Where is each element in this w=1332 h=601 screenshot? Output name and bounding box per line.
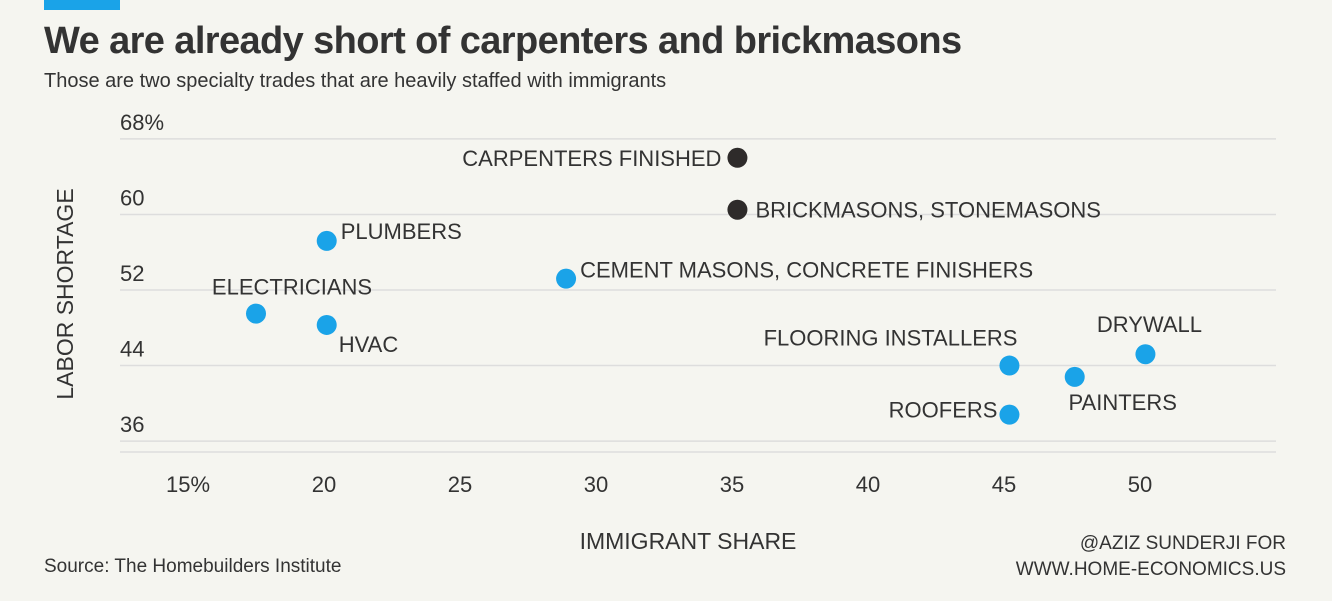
x-tick-label-35: 35: [720, 472, 744, 497]
y-tick-label-44: 44: [120, 337, 144, 362]
credit: @AZIZ SUNDERJI FOR WWW.HOME-ECONOMICS.US: [1016, 531, 1286, 583]
point-plumbers: [316, 230, 337, 251]
point-label-roofers: ROOFERS: [889, 398, 998, 423]
label-bg-carpenters-finished: [454, 145, 750, 171]
x-tick-label-40: 40: [856, 472, 880, 497]
point-carpenters-finished: [727, 147, 748, 168]
point-painters: [1064, 366, 1085, 387]
point-roofers: [999, 404, 1020, 425]
point-label-drywall: DRYWALL: [1097, 312, 1202, 337]
point-label-plumbers: PLUMBERS: [341, 219, 462, 244]
point-label-hvac: HVAC: [339, 332, 399, 357]
y-axis-title: LABOR SHORTAGE: [52, 188, 78, 399]
chart-subtitle: Those are two specialty trades that are …: [44, 70, 667, 92]
x-axis-title: IMMIGRANT SHARE: [580, 528, 797, 554]
point-label-carpenters-finished: CARPENTERS FINISHED: [462, 146, 721, 171]
point-label-painters: PAINTERS: [1069, 390, 1177, 415]
point-flooring-installers: [999, 355, 1020, 376]
credit-line-2: WWW.HOME-ECONOMICS.US: [1015, 559, 1286, 580]
point-label-cement-masons-concrete-finishers: CEMENT MASONS, CONCRETE FINISHERS: [580, 258, 1033, 283]
credit-line-1: @AZIZ SUNDERJI FOR: [1079, 533, 1286, 554]
source-note: Source: The Homebuilders Institute: [44, 556, 342, 577]
x-tick-label-15: 15%: [166, 472, 210, 497]
point-label-electricians: ELECTRICIANS: [212, 275, 372, 300]
point-electricians: [246, 303, 266, 324]
point-hvac: [316, 314, 337, 335]
point-label-flooring-installers: FLOORING INSTALLERS: [764, 326, 1018, 351]
point-brickmasons-stonemasons: [727, 199, 748, 220]
y-tick-label-68: 68%: [120, 110, 164, 135]
x-tick-label-20: 20: [312, 472, 336, 497]
point-cement-masons-concrete-finishers: [556, 268, 577, 289]
y-tick-label-36: 36: [120, 412, 144, 437]
x-tick-label-25: 25: [448, 472, 472, 497]
accent-bar: [44, 0, 120, 10]
chart-title: We are already short of carpenters and b…: [44, 20, 962, 62]
y-tick-label-60: 60: [120, 185, 144, 210]
x-tick-label-30: 30: [584, 472, 608, 497]
point-label-brickmasons-stonemasons: BRICKMASONS, STONEMASONS: [755, 198, 1101, 223]
y-tick-label-52: 52: [120, 261, 144, 286]
x-tick-label-50: 50: [1128, 472, 1152, 497]
point-drywall: [1135, 344, 1156, 365]
x-tick-label-45: 45: [992, 472, 1016, 497]
